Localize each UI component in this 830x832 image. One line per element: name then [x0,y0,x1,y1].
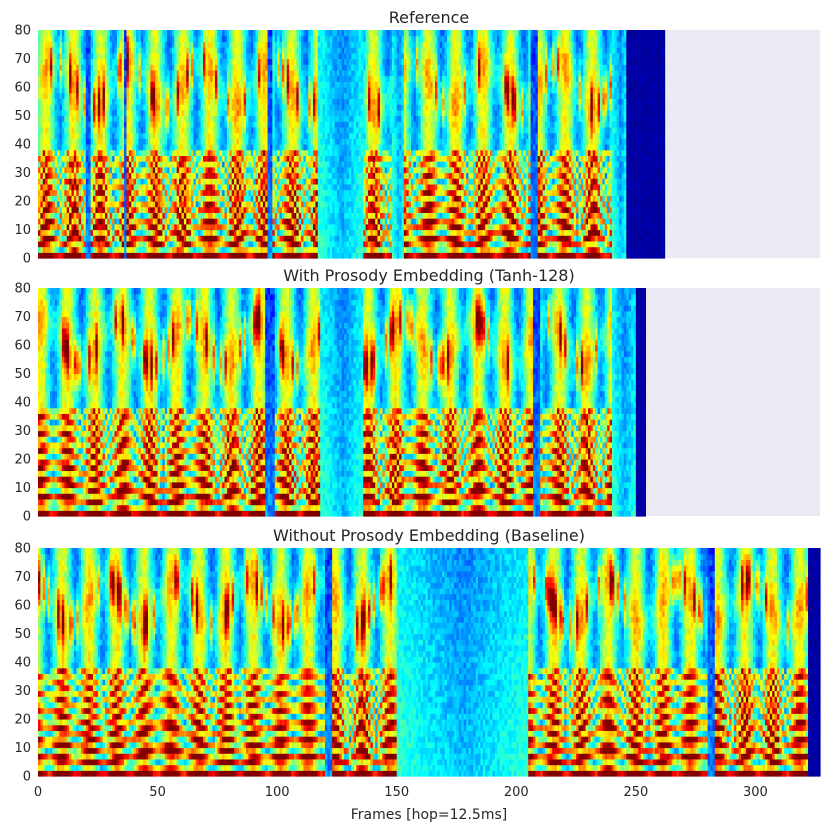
heatmap-cells [38,30,665,259]
